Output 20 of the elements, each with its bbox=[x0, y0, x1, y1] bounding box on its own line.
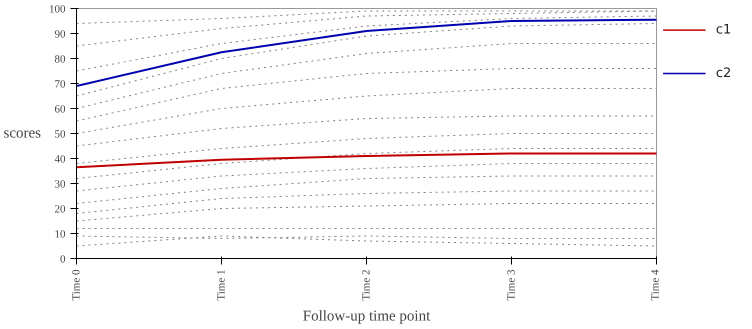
x-tick-label: Time 4 bbox=[650, 269, 662, 301]
y-tick-label: 70 bbox=[54, 78, 66, 90]
y-tick-label: 90 bbox=[54, 28, 66, 40]
x-axis-title: Follow-up time point bbox=[302, 308, 432, 325]
x-tick-label: Time 0 bbox=[70, 269, 82, 301]
y-tick-label: 60 bbox=[54, 104, 66, 116]
y-tick-label: 50 bbox=[54, 128, 66, 140]
y-tick-label: 100 bbox=[49, 4, 66, 16]
y-tick-label: 80 bbox=[54, 54, 66, 66]
x-tick-label: Time 1 bbox=[216, 270, 228, 301]
y-tick-label: 20 bbox=[54, 204, 66, 216]
x-tick-label: Time 3 bbox=[506, 269, 518, 301]
y-tick-label: 0 bbox=[60, 254, 66, 266]
y-tick-label: 10 bbox=[54, 228, 66, 240]
y-tick-label: 40 bbox=[54, 154, 66, 166]
y-tick-label: 30 bbox=[54, 178, 66, 190]
legend-label: c1 bbox=[716, 22, 732, 38]
y-axis-title: scores bbox=[4, 126, 42, 142]
x-tick-label: Time 2 bbox=[360, 270, 372, 301]
legend-label: c2 bbox=[716, 66, 732, 82]
